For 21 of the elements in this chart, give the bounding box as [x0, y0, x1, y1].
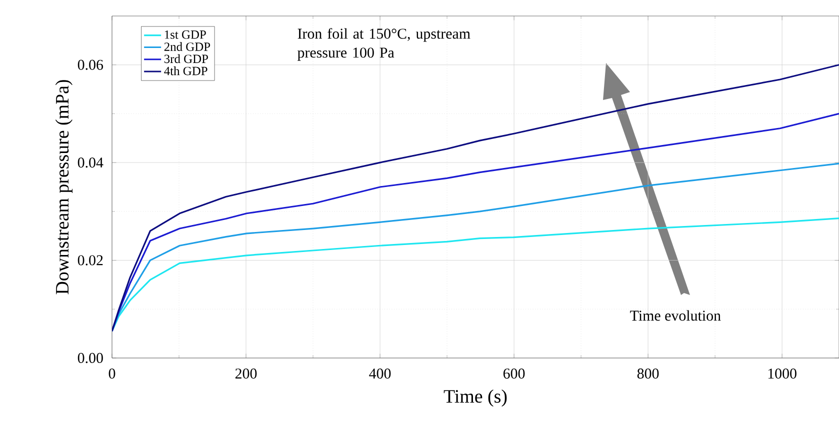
line-series [112, 162, 839, 332]
annotation: Iron foil at 150°C, upstream pressure 100 Pa [298, 28, 470, 61]
y-tick-label: 0.00 [78, 352, 103, 364]
y-axis-title: Downstream pressure (mPa) [55, 80, 72, 294]
legend-label: 3rd GDP [164, 54, 208, 64]
y-tick-label: 0.06 [78, 60, 104, 70]
x-tick-label: 400 [369, 368, 391, 379]
x-tick-label: 0 [108, 368, 116, 379]
legend-label: 2nd GDP [164, 42, 210, 51]
y-tick-label: 0.04 [78, 157, 104, 168]
y-tick-label: 0.02 [78, 255, 103, 266]
annotation: Time evolution [630, 310, 721, 321]
x-tick-label: 200 [235, 368, 257, 379]
x-tick-label: 1000 [768, 368, 796, 379]
legend-label: 4th GDP [164, 66, 208, 76]
line-series [112, 217, 839, 332]
x-tick-label: 800 [637, 368, 659, 379]
legend-label: 1st GDP [164, 30, 206, 39]
line-series [112, 64, 839, 332]
x-axis-title: Time (s) [444, 389, 507, 407]
x-tick-label: 600 [503, 368, 525, 379]
